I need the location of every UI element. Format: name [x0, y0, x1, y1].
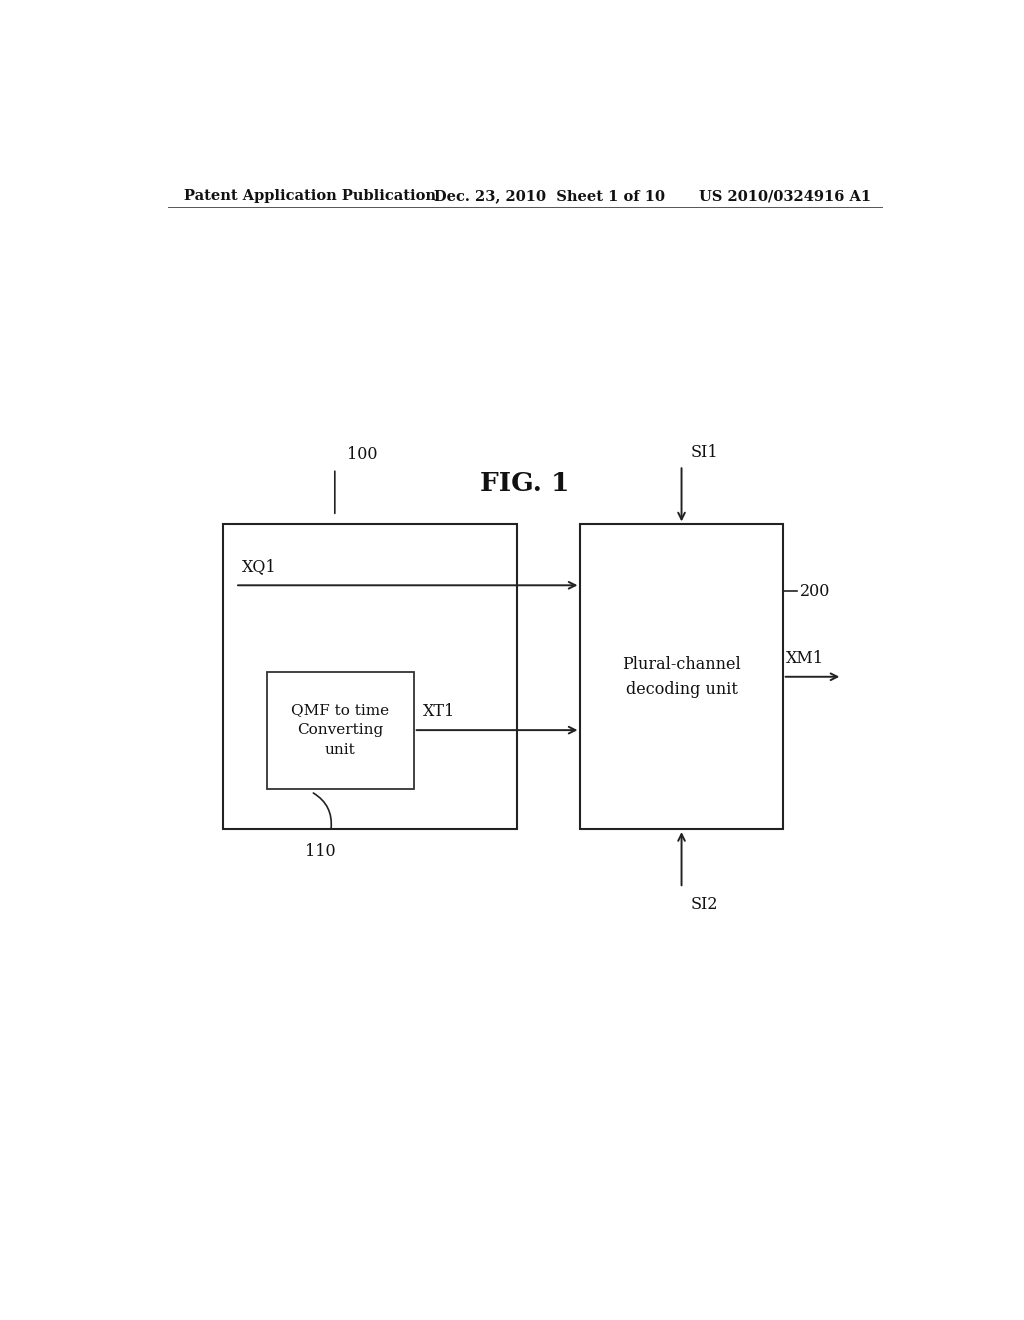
- Text: unit: unit: [325, 743, 355, 758]
- Text: Plural-channel: Plural-channel: [623, 656, 741, 673]
- Text: SI1: SI1: [691, 445, 719, 461]
- Text: SI2: SI2: [691, 896, 719, 913]
- Text: 100: 100: [347, 446, 377, 463]
- Text: 110: 110: [305, 843, 336, 861]
- Bar: [581, 524, 782, 829]
- Text: FIG. 1: FIG. 1: [480, 471, 569, 496]
- Text: XQ1: XQ1: [242, 558, 276, 576]
- Text: Converting: Converting: [297, 723, 383, 737]
- Bar: [223, 524, 517, 829]
- Text: XT1: XT1: [423, 704, 456, 719]
- Text: 200: 200: [800, 583, 830, 599]
- Text: Dec. 23, 2010  Sheet 1 of 10: Dec. 23, 2010 Sheet 1 of 10: [433, 189, 665, 203]
- Text: Patent Application Publication: Patent Application Publication: [183, 189, 435, 203]
- Bar: [267, 672, 414, 788]
- Text: QMF to time: QMF to time: [291, 702, 389, 717]
- Text: XM1: XM1: [785, 649, 824, 667]
- Text: US 2010/0324916 A1: US 2010/0324916 A1: [699, 189, 871, 203]
- Text: decoding unit: decoding unit: [626, 681, 737, 698]
